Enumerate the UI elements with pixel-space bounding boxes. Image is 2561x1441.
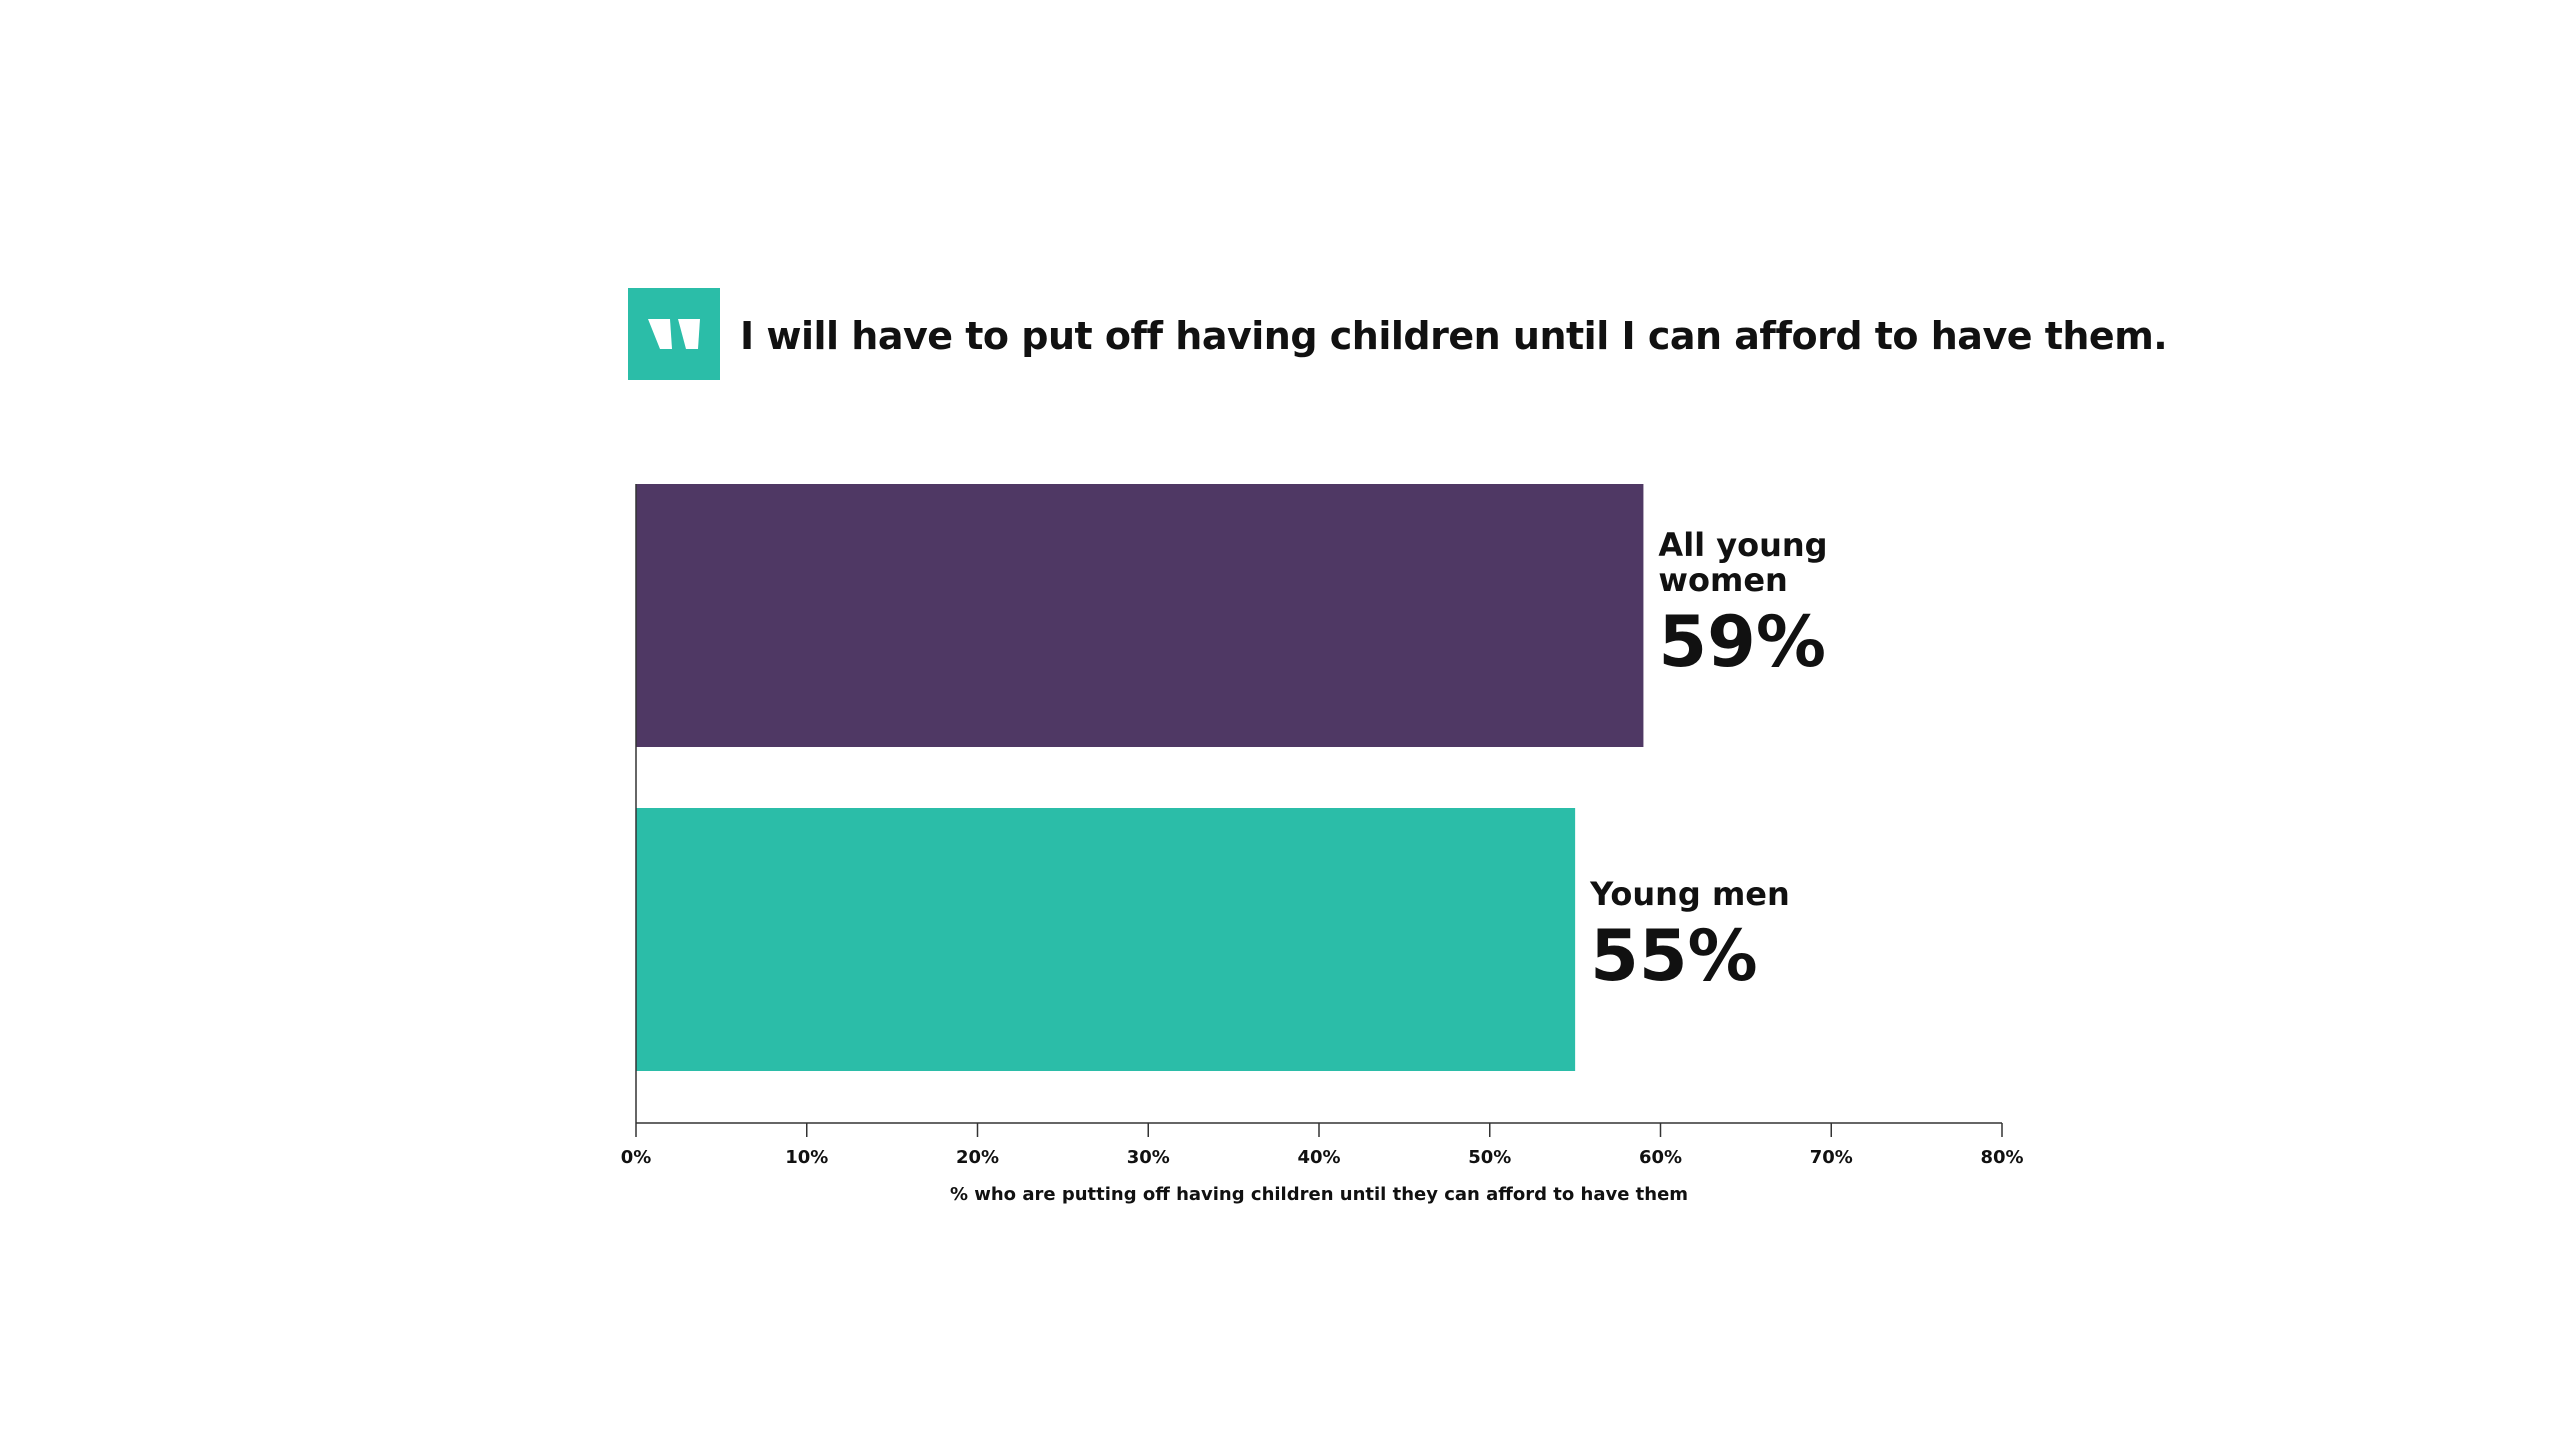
x-tick-label: 60% (1639, 1147, 1682, 1168)
x-tick-label: 50% (1468, 1147, 1511, 1168)
x-tick-label: 80% (1980, 1147, 2023, 1168)
x-axis-title: % who are putting off having children un… (950, 1184, 1688, 1205)
x-tick-label: 30% (1127, 1147, 1170, 1168)
x-tick-label: 40% (1297, 1147, 1340, 1168)
x-tick-label: 20% (956, 1147, 999, 1168)
bar-1 (636, 808, 1576, 1071)
bar-category-label: All young (1658, 526, 1827, 564)
quote-logo-icon (628, 288, 720, 380)
chart-title: I will have to put off having children u… (740, 314, 2168, 358)
bar-category-label: Young men (1589, 875, 1790, 913)
bar-value-label: 59% (1658, 601, 1826, 683)
bar-category-label: women (1658, 561, 1787, 599)
x-tick-label: 10% (785, 1147, 828, 1168)
bar-value-label: 55% (1590, 915, 1758, 997)
x-tick-label: 0% (621, 1147, 652, 1168)
x-tick-label: 70% (1810, 1147, 1853, 1168)
bar-0 (636, 484, 1644, 747)
